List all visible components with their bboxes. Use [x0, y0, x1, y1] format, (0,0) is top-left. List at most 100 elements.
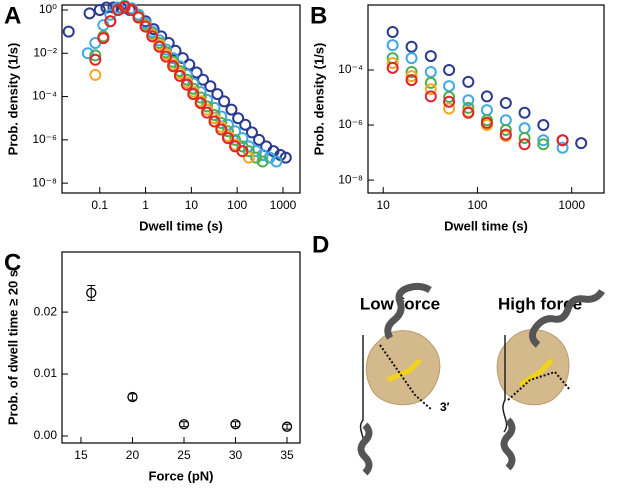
- point: [242, 151, 255, 164]
- helix: [357, 422, 373, 476]
- x-tick-label: 10: [185, 198, 199, 212]
- protein: [365, 330, 441, 406]
- point: [405, 70, 418, 83]
- point: [405, 40, 418, 53]
- chart: B Dwell time (s) Prob. density (1/s) 10 100 1…: [310, 2, 605, 233]
- point: [132, 11, 145, 24]
- point: [462, 101, 475, 114]
- point: [443, 102, 456, 115]
- point: [518, 106, 531, 119]
- point: [250, 151, 263, 164]
- panel-label: D: [312, 231, 329, 258]
- strand: [502, 335, 508, 433]
- point: [93, 3, 106, 16]
- x-tick-label: 35: [280, 448, 294, 462]
- point: [480, 104, 493, 117]
- y-tick-label: 0.02: [34, 304, 58, 318]
- x-axis-label: Dwell time (s): [139, 218, 223, 233]
- point: [462, 75, 475, 88]
- point: [462, 94, 475, 107]
- point: [86, 287, 97, 299]
- point: [104, 15, 117, 28]
- point: [424, 76, 437, 89]
- y-tick-label: 0.01: [34, 366, 58, 380]
- point: [424, 50, 437, 63]
- error-bar: [231, 421, 240, 428]
- x-tick-label: 30: [229, 448, 243, 462]
- point: [386, 61, 399, 74]
- error-bar: [128, 393, 137, 401]
- y-tick-label: 10⁻⁶: [338, 117, 363, 131]
- x-tick-label: 10: [377, 198, 391, 212]
- x-tick-label: 100: [227, 198, 247, 212]
- panel-d: D Low force High force 3′: [312, 231, 606, 476]
- point: [81, 47, 94, 60]
- point: [236, 132, 249, 145]
- point: [178, 419, 190, 430]
- panel-label: A: [4, 2, 21, 29]
- annotation: 3′: [440, 400, 450, 414]
- point: [89, 49, 102, 62]
- point: [83, 7, 96, 20]
- point: [443, 64, 456, 77]
- helix: [384, 282, 432, 340]
- point: [518, 131, 531, 144]
- point: [139, 20, 152, 33]
- plot-frame: [61, 4, 301, 194]
- point: [127, 391, 138, 403]
- point: [236, 145, 249, 158]
- point: [537, 119, 550, 132]
- point: [111, 3, 124, 16]
- point: [208, 115, 221, 128]
- point: [256, 148, 269, 161]
- point: [386, 56, 399, 69]
- point: [245, 126, 258, 139]
- plot-frame: [367, 4, 605, 194]
- x-tick-label: 1000: [270, 198, 297, 212]
- x-tick-label: 15: [74, 448, 88, 462]
- point: [405, 74, 418, 87]
- protein: [496, 329, 570, 406]
- point: [187, 88, 200, 101]
- x-axis-label: Dwell time (s): [444, 218, 528, 233]
- y-tick-label: 10⁻⁴: [32, 89, 57, 103]
- point: [211, 88, 224, 101]
- point: [424, 83, 437, 96]
- point: [250, 145, 263, 158]
- helix: [529, 289, 606, 348]
- helix: [500, 417, 516, 471]
- point: [160, 50, 173, 63]
- point: [239, 118, 252, 131]
- point: [556, 141, 569, 154]
- error-bar: [87, 284, 96, 301]
- point: [194, 97, 207, 110]
- x-tick-label: 20: [126, 448, 140, 462]
- point: [167, 60, 180, 73]
- point: [153, 40, 166, 53]
- point: [518, 122, 531, 135]
- panel-label: C: [4, 249, 21, 276]
- point: [499, 124, 512, 137]
- point: [146, 30, 159, 43]
- point: [537, 138, 550, 151]
- y-axis-label: Prob. of dwell time ≥ 20 s: [5, 270, 20, 425]
- point: [173, 69, 186, 82]
- point: [118, 0, 131, 13]
- point: [197, 73, 210, 86]
- point: [270, 155, 283, 168]
- point: [281, 421, 293, 432]
- strand: [379, 344, 433, 411]
- point: [499, 128, 512, 141]
- point: [424, 90, 437, 103]
- y-axis-label: Prob. density (1/s): [311, 43, 326, 156]
- point: [480, 90, 493, 103]
- point: [180, 78, 193, 91]
- point: [480, 116, 493, 129]
- point: [499, 114, 512, 127]
- x-tick-label: 25: [177, 448, 191, 462]
- point: [215, 123, 228, 136]
- point: [125, 3, 138, 16]
- point: [405, 65, 418, 78]
- point: [443, 80, 456, 93]
